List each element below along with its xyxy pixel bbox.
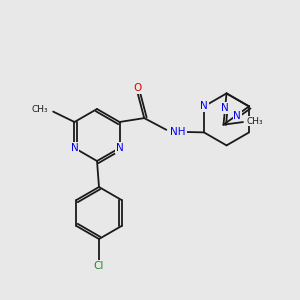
Text: O: O bbox=[134, 83, 142, 93]
Text: CH₃: CH₃ bbox=[32, 105, 48, 114]
Text: N: N bbox=[233, 110, 241, 121]
Text: N: N bbox=[200, 101, 208, 111]
Text: N: N bbox=[70, 143, 78, 153]
Text: Cl: Cl bbox=[94, 261, 104, 271]
Text: N: N bbox=[116, 143, 123, 153]
Text: NH: NH bbox=[170, 127, 186, 137]
Text: N: N bbox=[221, 103, 229, 113]
Text: CH₃: CH₃ bbox=[247, 117, 264, 126]
